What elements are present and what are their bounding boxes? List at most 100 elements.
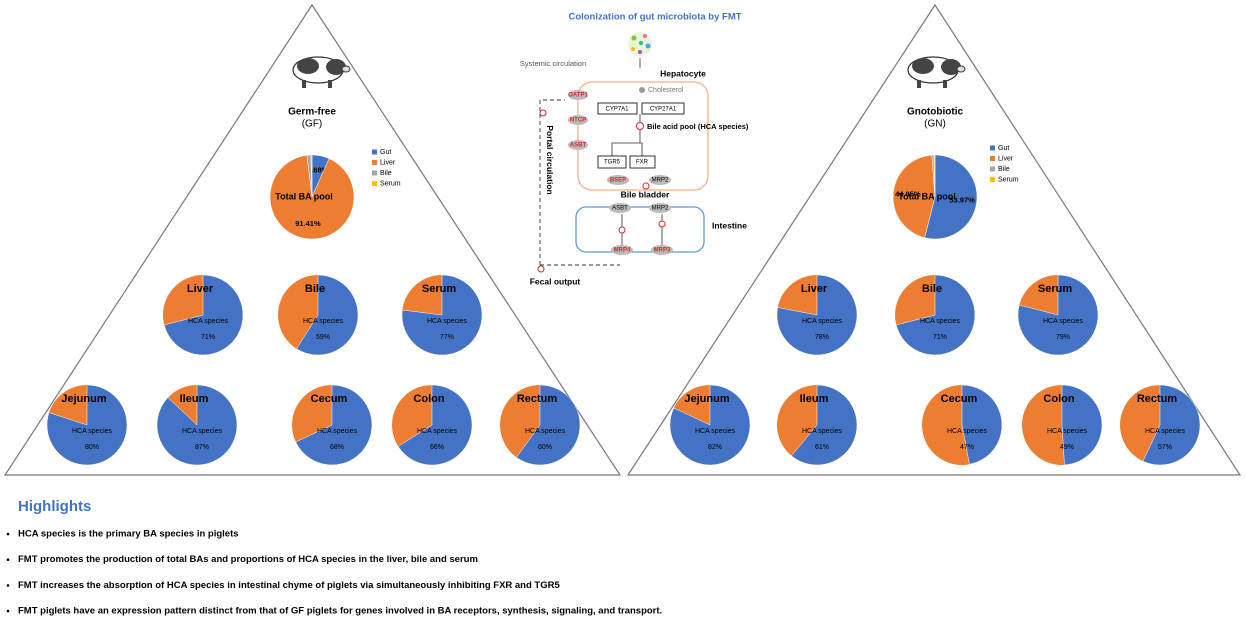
bullet xyxy=(6,532,10,536)
triangle xyxy=(626,3,1242,476)
tissue-sublabel: HCA species xyxy=(802,318,843,325)
legend-swatch xyxy=(990,156,995,161)
mechanism-diagram: Colonization of gut microbiota by FMT Sy… xyxy=(520,12,749,287)
pig-leg xyxy=(943,80,947,88)
legend-label: Bile xyxy=(998,166,1010,173)
pie-slice xyxy=(669,384,751,466)
legend-swatch xyxy=(372,181,377,186)
marker xyxy=(658,220,666,228)
tissue-sublabel: HCA species xyxy=(427,318,468,325)
tissue-value: 60% xyxy=(538,444,552,451)
label: Intestine xyxy=(712,220,747,230)
transporter xyxy=(568,90,588,100)
label: Bile bladder xyxy=(621,189,670,199)
tissue-value: 80% xyxy=(85,444,99,451)
triangle xyxy=(3,3,622,476)
marker xyxy=(642,182,650,190)
tissue-name: Rectum xyxy=(1137,393,1178,405)
pie-slice xyxy=(295,384,373,466)
label: MRP2 xyxy=(652,178,669,184)
label: MRP3 xyxy=(654,248,671,254)
piglet-icon xyxy=(292,56,351,88)
legend-label: Liver xyxy=(998,155,1014,162)
connector xyxy=(611,130,643,156)
pig-patch xyxy=(941,59,961,75)
tissue-value: 49% xyxy=(1060,444,1074,451)
tissue-name: Ileum xyxy=(800,393,829,405)
marker xyxy=(618,226,626,234)
highlights-heading: Highlights xyxy=(18,498,91,515)
transporter xyxy=(568,140,588,150)
pie-slice xyxy=(776,274,858,356)
pig-leg xyxy=(302,80,306,88)
transporter xyxy=(607,175,629,185)
tissue-sublabel: HCA species xyxy=(802,428,843,435)
label: ASBT xyxy=(570,143,587,149)
highlight-item: HCA species is the primary BA species in… xyxy=(18,529,239,540)
tissue-value: 47% xyxy=(960,444,974,451)
pig-snout xyxy=(341,65,351,73)
tissue-value: 78% xyxy=(815,334,829,341)
panel-name: Gnotobiotic xyxy=(907,107,964,118)
transporter xyxy=(649,175,671,185)
legend-label: Bile xyxy=(380,170,392,177)
pie-slice xyxy=(156,384,238,466)
tissue-name: Colon xyxy=(1043,393,1074,405)
tissue-value: 59% xyxy=(316,334,330,341)
label: CYP27A1 xyxy=(650,107,677,113)
bullet xyxy=(6,584,10,587)
slice-label: 91.41% xyxy=(295,219,321,228)
legend-swatch xyxy=(372,149,377,155)
box xyxy=(597,102,638,115)
pig-patch xyxy=(297,58,319,74)
piglet-icon xyxy=(907,56,966,88)
marker xyxy=(539,109,547,117)
pie-slice xyxy=(1142,384,1201,466)
pie-slice xyxy=(1061,384,1103,466)
legend-label: Gut xyxy=(380,149,391,156)
legend-label: Gut xyxy=(998,145,1009,152)
tissue-value: 61% xyxy=(815,444,829,451)
legend-label: Serum xyxy=(998,176,1019,183)
tissue-sublabel: HCA species xyxy=(317,428,358,435)
pie-slice xyxy=(892,154,936,239)
panel-name: Germ-free xyxy=(288,107,336,118)
tissue-sublabel: HCA species xyxy=(1047,428,1088,435)
tissue-value: 66% xyxy=(430,444,444,451)
bullet xyxy=(6,609,10,613)
box xyxy=(641,102,685,115)
legend-swatch xyxy=(990,166,995,172)
label: BSEP xyxy=(610,178,626,184)
tissue-sublabel: HCA species xyxy=(1145,428,1186,435)
tissue-name: Jejunum xyxy=(61,393,106,405)
pie-slice xyxy=(163,274,244,356)
tissue-sublabel: HCA species xyxy=(947,428,988,435)
label: Bile acid pool (HCA species) xyxy=(647,122,749,131)
microbes xyxy=(628,32,652,56)
tissue-name: Rectum xyxy=(517,393,558,405)
slice-label: 53.97% xyxy=(949,195,975,204)
tissue-value: 68% xyxy=(330,444,344,451)
legend-label: Serum xyxy=(380,180,401,187)
tissue-value: 79% xyxy=(1056,334,1070,341)
pie-slice xyxy=(401,274,483,356)
box xyxy=(597,155,627,169)
label: TGR5 xyxy=(604,160,621,166)
transporter xyxy=(651,245,673,255)
legend-swatch xyxy=(990,177,995,182)
pie-slice xyxy=(46,384,128,466)
label: NTCP xyxy=(570,118,586,124)
tissue-value: 82% xyxy=(708,444,722,451)
pie-title: Total BA pool xyxy=(898,191,956,201)
tissue-sublabel: HCA species xyxy=(182,428,223,435)
pig-patch xyxy=(326,59,346,75)
tissue-sublabel: HCA species xyxy=(1043,318,1084,325)
legend-swatch xyxy=(372,170,377,176)
legend-label: Liver xyxy=(380,159,396,166)
pie-slice xyxy=(961,384,1003,465)
pie-slice xyxy=(1017,274,1099,356)
label: MRP4 xyxy=(614,248,631,254)
dot xyxy=(639,87,645,93)
tissue-sublabel: HCA species xyxy=(303,318,344,325)
tissue-name: Bile xyxy=(922,283,942,295)
